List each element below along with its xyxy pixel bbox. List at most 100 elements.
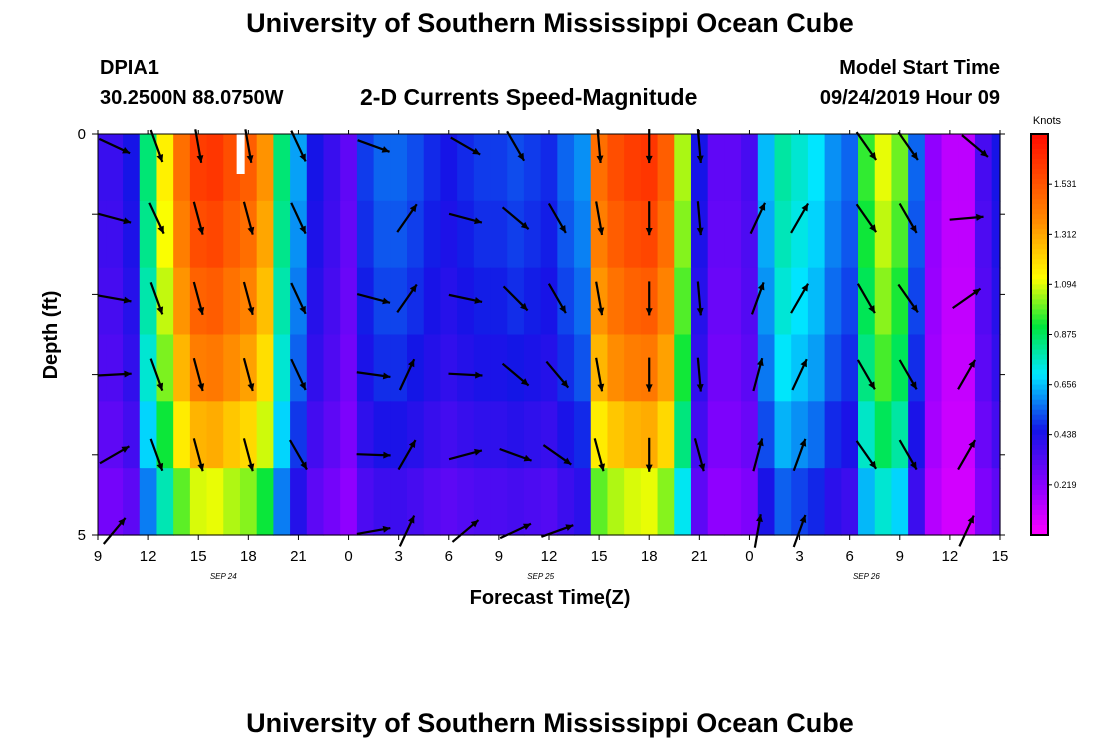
heatmap-cell [356, 134, 375, 202]
heatmap-cell [557, 401, 575, 469]
heatmap-cell [908, 267, 926, 336]
heatmap-cell [356, 200, 375, 269]
heatmap-cell [574, 267, 592, 336]
colorbar-segment [1031, 484, 1048, 491]
vector-head [598, 463, 606, 472]
colorbar-segment [1031, 404, 1048, 411]
vector-head [801, 283, 809, 292]
heatmap-cell [574, 134, 592, 202]
heatmap-cell [540, 401, 558, 469]
current-vector [645, 129, 653, 164]
heatmap-cell [206, 468, 224, 536]
vector-head [868, 381, 875, 390]
vector-head [197, 306, 205, 315]
current-vector [856, 359, 876, 390]
heatmap-cell [373, 401, 391, 469]
vector-head [972, 288, 981, 296]
heatmap-cell [624, 468, 642, 536]
date-label: SEP 26 [853, 572, 880, 581]
heatmap-cell [624, 267, 642, 336]
heatmap-cell [807, 267, 826, 336]
current-vector [502, 285, 529, 312]
colorbar-segment [1031, 284, 1048, 290]
x-tick-label: 15 [591, 548, 608, 565]
heatmap-cell [824, 267, 842, 336]
heatmap-cell [340, 334, 358, 402]
current-vector [790, 283, 810, 314]
heatmap-cell [607, 334, 625, 402]
heatmap-cell [841, 134, 859, 202]
heatmap-cell [674, 334, 692, 402]
heatmap-cell [941, 200, 959, 269]
current-vector [149, 129, 164, 163]
heatmap-cell [958, 468, 976, 536]
heatmap-cell [223, 134, 241, 202]
heatmap-cell [941, 334, 959, 402]
heatmap-cell [457, 134, 475, 202]
colorbar-segment [1031, 504, 1048, 511]
heatmap-cell [473, 134, 492, 202]
colorbar-segment [1031, 364, 1048, 371]
heatmap-cell [340, 134, 358, 202]
heatmap-cell [757, 134, 776, 202]
x-tick-label: 9 [495, 548, 503, 565]
heatmap-cell [156, 334, 174, 402]
colorbar-tick-label: 0.219 [1054, 480, 1077, 490]
heatmap-cell [791, 134, 809, 202]
heatmap-cell [540, 468, 558, 536]
vector-head [197, 463, 205, 472]
x-axis-ticks: 9 12 15 18 21 0 3 6 9 12 15 18 21 0 3 6 9 12 15 [94, 130, 1008, 565]
heatmap-cell [607, 267, 625, 336]
current-vector [356, 451, 391, 459]
colorbar-segment [1031, 349, 1048, 356]
heatmap-cell [457, 401, 475, 469]
vector-head [196, 155, 204, 163]
current-vector [448, 212, 483, 225]
heatmap-cell [557, 267, 575, 336]
heatmap-cell [123, 401, 141, 469]
vector-head [645, 464, 653, 472]
current-vector [148, 202, 165, 235]
vector-head [409, 284, 417, 293]
vector-head [383, 451, 391, 459]
heatmap-cell [841, 267, 859, 336]
current-vector [506, 130, 526, 162]
heatmap-cell [407, 334, 425, 402]
heatmap-cell [741, 134, 759, 202]
vector-head [869, 224, 877, 233]
heatmap-cell [306, 401, 325, 469]
current-vector [898, 202, 918, 234]
vector-head [976, 213, 984, 221]
current-vector [290, 130, 307, 162]
heatmap-cell [574, 334, 592, 402]
heatmap-cell [858, 468, 876, 536]
vector-head [799, 515, 807, 523]
heatmap-cell [941, 468, 959, 536]
heatmap-cell [841, 468, 859, 536]
date-label: SEP 24 [210, 572, 237, 581]
heatmap-cell [473, 267, 492, 336]
colorbar-segment [1031, 214, 1048, 220]
heatmap-cell [607, 468, 625, 536]
heatmap-cell [98, 267, 107, 336]
colorbar-segment [1031, 169, 1048, 175]
current-vector [645, 201, 653, 236]
y-axis-ticks: 05 [78, 126, 1005, 544]
colorbar-tick-label: 0.875 [1054, 330, 1077, 340]
colorbar-segment [1031, 414, 1048, 421]
heatmap-cell [123, 134, 141, 202]
current-vector [693, 438, 706, 472]
heatmap-cell [473, 200, 492, 269]
heatmap-cell [340, 401, 358, 469]
vector-head [523, 523, 531, 531]
colorbar-segment [1031, 489, 1048, 496]
heatmap-cell [824, 401, 842, 469]
colorbar-segment [1031, 424, 1048, 431]
heatmap-cell [974, 468, 993, 536]
heatmap-cell [674, 267, 692, 336]
current-vector [596, 128, 604, 164]
heatmap-cell [323, 334, 341, 402]
heatmap-cell [490, 334, 508, 402]
heatmap-cell [273, 134, 291, 202]
colorbar-segment [1031, 249, 1048, 255]
